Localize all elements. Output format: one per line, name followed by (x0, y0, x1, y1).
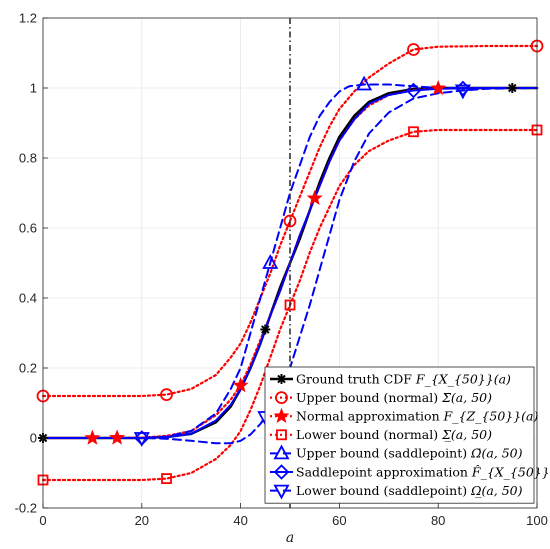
series-4-marker (356, 75, 373, 91)
series-6-marker (133, 432, 150, 447)
legend-name: Normal approximation (296, 409, 440, 424)
series-6-marker (454, 84, 471, 100)
legend-marker-3 (276, 429, 287, 441)
legend-name: Saddlepoint approximation (296, 464, 468, 479)
series-1-marker (283, 214, 297, 228)
series-0-marker (260, 324, 271, 335)
series-4-marker (262, 254, 279, 269)
series-2-marker (109, 429, 126, 445)
legend-math: F̂_{X_{50}}(a) (471, 464, 550, 479)
plot-frame (42, 17, 538, 509)
legend-math: Ω̄(a, 50) (470, 446, 523, 461)
series-2-marker (306, 189, 323, 206)
legend-marker-0 (276, 374, 287, 384)
legend-name: Upper bound (saddlepoint) (296, 446, 467, 461)
series-0-marker (507, 83, 518, 93)
series-1-marker (160, 388, 173, 402)
series-line-6 (42, 87, 538, 445)
x-axis-label: a (286, 530, 294, 546)
legend-label-6: Lower bound (saddlepoint) Ω̲(a, 50) (296, 483, 523, 498)
series-1-marker (407, 43, 420, 56)
x-tick-label: 80 (431, 513, 445, 528)
y-tick-label: 0.6 (19, 221, 37, 236)
legend-name: Upper bound (normal) (296, 390, 438, 405)
legend-name: Lower bound (normal) (296, 427, 438, 442)
series-3-marker (284, 299, 296, 311)
y-tick-label: 1.2 (19, 11, 37, 26)
legend-name: Ground truth CDF (296, 371, 412, 386)
series-2-marker (232, 377, 249, 393)
legend-label-4: Upper bound (saddlepoint) Ω̄(a, 50) (296, 446, 523, 461)
legend: Ground truth CDF F_{X_{50}}(a) Upper boun… (264, 366, 550, 504)
legend-marker-6 (273, 484, 290, 500)
legend-label-1: Upper bound (normal) Σ̄(a, 50) (296, 390, 492, 405)
legend-label-5: Saddlepoint approximation F̂_{X_{50}}(a) (296, 464, 550, 479)
x-tick-label: 40 (233, 513, 247, 528)
legend-math: Ω̲(a, 50) (470, 483, 523, 498)
legend-math: F_{X_{50}}(a) (415, 371, 511, 386)
tick-labels: 0 20 40 60 80 100-0.200.20.40.60.811.2 (15, 11, 548, 529)
x-tick-label: 0 (39, 513, 46, 528)
x-tick-label: 20 (135, 513, 149, 528)
series-2-marker (84, 429, 101, 445)
legend-label-2: Normal approximation F_{Z_{50}}(a) (296, 409, 539, 424)
y-tick-label: 0.2 (19, 361, 37, 376)
legend-name: Lower bound (saddlepoint) (296, 483, 467, 498)
series-line-4 (42, 83, 538, 439)
y-tick-label: 0.8 (19, 151, 37, 166)
series-3-marker (408, 126, 419, 138)
legend-marker-1 (275, 391, 288, 405)
y-tick-label: 0.4 (19, 291, 37, 306)
legend-label-3: Lower bound (normal) Σ̲(a, 50) (296, 427, 492, 442)
y-tick-label: 0 (30, 431, 37, 446)
legend-math: Σ̲(a, 50) (441, 427, 492, 442)
series-2-marker (430, 79, 447, 96)
legend-math: Σ̄(a, 50) (441, 390, 492, 405)
x-tick-label: 60 (332, 513, 346, 528)
legend-label-0: Ground truth CDF F_{X_{50}}(a) (296, 371, 511, 386)
markers-layer (36, 39, 544, 486)
legend-marker-5 (273, 464, 290, 480)
legend-marker-2 (273, 407, 290, 423)
legend-marker-4 (273, 444, 290, 460)
x-tick-label: 100 (526, 513, 548, 528)
legend-box (264, 366, 535, 504)
y-tick-label: 1 (30, 81, 37, 96)
legend-math: F_{Z_{50}}(a) (443, 409, 539, 424)
series-5-marker (405, 82, 422, 99)
y-tick-label: -0.2 (15, 501, 37, 516)
series-3-marker (161, 473, 172, 485)
